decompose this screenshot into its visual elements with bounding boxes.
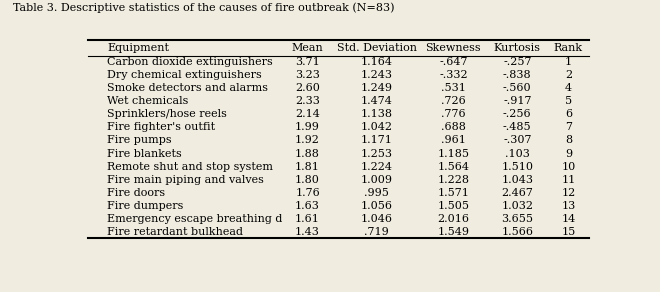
Text: Table 3. Descriptive statistics of the causes of fire outbreak (N=83): Table 3. Descriptive statistics of the c… bbox=[13, 3, 395, 13]
